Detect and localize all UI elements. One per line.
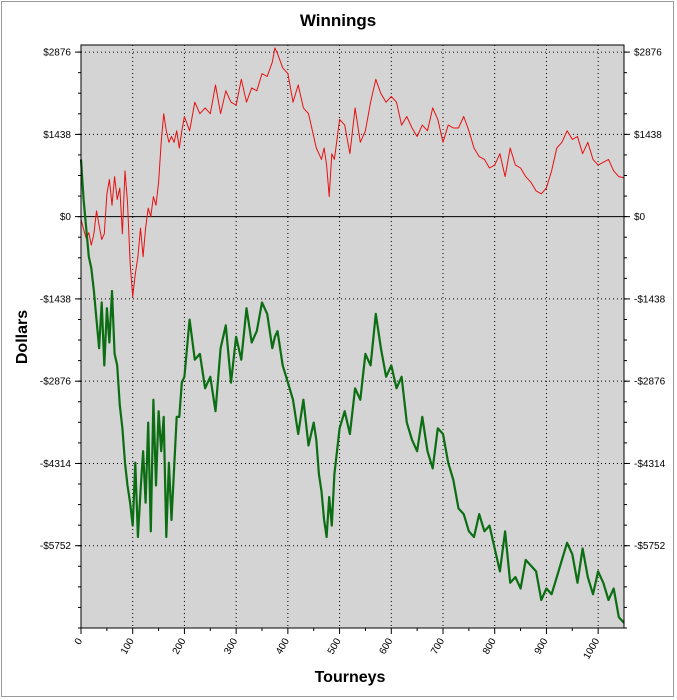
- x-tick-label: 0: [73, 636, 86, 647]
- y-tick-label-left: $1438: [43, 130, 71, 141]
- plot-border: [80, 44, 625, 629]
- y-tick-label-left: -$2876: [40, 377, 72, 388]
- y-tick-label-left: -$4314: [40, 459, 72, 470]
- y-axis-title: Dollars: [14, 310, 31, 364]
- x-axis-title: Tourneys: [315, 669, 386, 686]
- x-tick-label: 600: [378, 636, 396, 656]
- x-tick-label: 300: [222, 636, 240, 656]
- ticks: [75, 51, 630, 634]
- y-tick-labels-right: $2876 $1438 $0 -$1438 -$2876 -$4314 -$5752: [634, 48, 666, 553]
- x-tick-label: 500: [326, 636, 344, 656]
- grid-lines: [81, 45, 624, 628]
- x-tick-labels: 0 100 200 300 400 500 600 700 800 900 1000: [73, 636, 603, 661]
- series-layer: [79, 47, 625, 624]
- x-tick-label: 800: [481, 636, 499, 656]
- x-tick-label: 900: [533, 636, 551, 656]
- chart-title: Winnings: [300, 11, 376, 30]
- y-tick-label-right: -$4314: [634, 459, 666, 470]
- x-tick-label: 1000: [582, 636, 603, 661]
- x-tick-label: 200: [171, 636, 189, 656]
- y-tick-label-left: -$5752: [40, 541, 72, 552]
- y-tick-label-right: -$2876: [634, 377, 666, 388]
- y-tick-label-right: $2876: [634, 48, 662, 59]
- y-tick-label-right: -$1438: [634, 294, 666, 305]
- y-tick-labels-left: $2876 $1438 $0 -$1438 -$2876 -$4314 -$5752: [40, 48, 72, 553]
- y-tick-label-left: $2876: [43, 48, 71, 59]
- plot-area: [81, 45, 624, 628]
- y-tick-label-right: $1438: [634, 130, 662, 141]
- x-tick-label: 400: [274, 636, 292, 656]
- x-tick-label: 700: [429, 636, 447, 656]
- y-tick-label-left: -$1438: [40, 294, 72, 305]
- y-tick-label-left: $0: [60, 212, 72, 223]
- series-line-2: [79, 159, 625, 624]
- x-tick-label: 100: [119, 636, 137, 656]
- series-line-1: [80, 47, 625, 298]
- y-tick-label-right: -$5752: [634, 541, 666, 552]
- y-tick-label-right: $0: [634, 212, 646, 223]
